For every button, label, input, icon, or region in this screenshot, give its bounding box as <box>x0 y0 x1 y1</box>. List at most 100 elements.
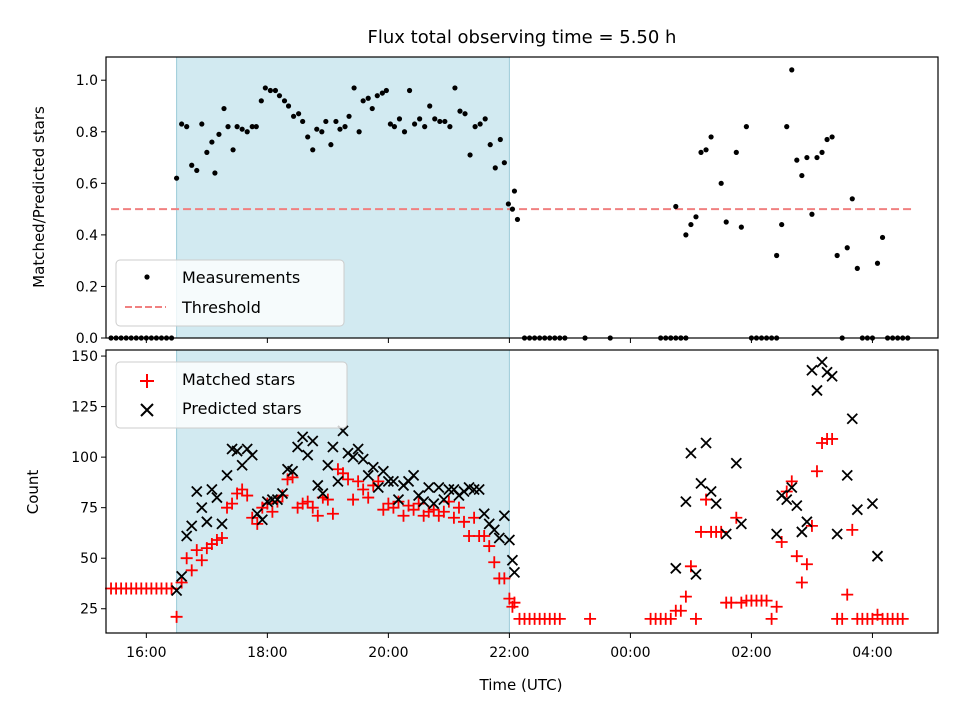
y-tick-label: 1.0 <box>76 73 98 89</box>
predicted-star-point <box>418 495 430 508</box>
measurements-legend-marker <box>144 274 150 280</box>
predicted-star-point <box>377 465 389 477</box>
matched-star-point <box>730 511 743 524</box>
matched-star-point <box>321 493 334 506</box>
measurement-point <box>319 129 325 135</box>
measurement-point <box>333 118 339 125</box>
matched-star-point <box>498 572 511 585</box>
measurement-point <box>511 188 518 194</box>
measurement-point <box>323 118 329 125</box>
matched-legend-label: Matched stars <box>182 370 295 389</box>
measurement-point <box>411 121 418 127</box>
measurement-point <box>253 124 259 130</box>
matched-star-point <box>347 493 360 506</box>
predicted-star-point <box>816 356 828 368</box>
measurement-point <box>799 172 805 179</box>
measurement-point <box>225 124 231 130</box>
predicted-star-point <box>322 459 334 471</box>
predicted-star-point <box>700 437 712 449</box>
predicted-star-point <box>387 475 400 488</box>
matched-star-point <box>301 495 314 508</box>
measurement-point <box>854 265 860 271</box>
matched-star-point <box>483 540 496 553</box>
predicted-star-point <box>846 413 858 425</box>
predicted-star-point <box>347 451 359 463</box>
y-tick-label: 100 <box>71 450 98 466</box>
y-tick-label: 25 <box>80 602 98 618</box>
matched-star-point <box>770 600 783 613</box>
measurement-point <box>417 116 423 122</box>
predicted-star-point <box>231 445 243 457</box>
predicted-star-point <box>327 441 339 453</box>
measurement-point <box>346 113 352 119</box>
predicted-star-point <box>680 495 692 508</box>
predicted-star-point <box>291 441 304 453</box>
measurement-point <box>194 167 200 174</box>
predicted-star-point <box>191 485 203 498</box>
predicted-star-point <box>297 431 309 443</box>
x-axis-label: Time (UTC) <box>479 676 563 694</box>
predicted-star-point <box>791 500 803 512</box>
measurements-legend-label: Measurements <box>182 268 300 287</box>
measurement-point <box>698 149 704 155</box>
measurement-point <box>708 134 714 140</box>
measurement-point <box>258 98 264 104</box>
matched-star-point <box>195 554 208 567</box>
measurement-point <box>204 149 210 155</box>
predicted-star-point <box>201 516 213 528</box>
matched-star-point <box>846 523 859 536</box>
matched-star-point <box>695 525 708 538</box>
measurement-point <box>693 214 699 220</box>
measurement-point <box>342 124 348 130</box>
measurement-point <box>281 98 288 104</box>
predicted-star-point <box>498 510 510 522</box>
x-tick-label: 02:00 <box>731 645 771 661</box>
measurement-point <box>184 124 190 130</box>
measurement-point <box>199 121 205 127</box>
y-tick-label: 75 <box>80 501 98 517</box>
measurement-point <box>809 211 815 217</box>
bottom-legend: Matched stars Predicted stars <box>115 361 348 429</box>
predicted-star-point <box>372 481 384 494</box>
matched-star-point <box>392 495 405 508</box>
predicted-star-point <box>796 526 808 538</box>
predicted-star-point <box>705 485 717 498</box>
measurement-point <box>383 87 389 94</box>
measurement-point <box>497 136 503 143</box>
measurement-point <box>442 118 448 125</box>
predicted-star-point <box>811 384 823 397</box>
matched-star-point <box>679 590 692 603</box>
predicted-star-point <box>438 493 450 506</box>
y-tick-label: 0.4 <box>76 228 98 244</box>
measurement-point <box>328 142 334 148</box>
predicted-star-point <box>786 481 798 494</box>
predicted-star-point <box>276 487 289 500</box>
measurement-point <box>267 87 273 94</box>
top-legend: Measurements Threshold <box>115 259 345 327</box>
matched-star-point <box>452 501 465 514</box>
matched-star-point <box>437 505 450 518</box>
matched-star-point <box>790 550 803 563</box>
predicted-star-point <box>216 518 228 530</box>
measurement-point <box>234 124 240 130</box>
matched-star-point <box>735 596 748 609</box>
top-y-axis-label: Matched/Predicted stars <box>30 106 48 288</box>
predicted-star-point <box>256 514 268 526</box>
predicted-star-point <box>357 453 369 465</box>
predicted-star-point <box>428 497 440 510</box>
measurement-point <box>718 180 724 186</box>
measurement-point <box>779 221 785 228</box>
matched-star-point <box>362 491 375 504</box>
x-tick-label: 20:00 <box>368 645 408 661</box>
y-tick-label: 150 <box>71 349 98 365</box>
predicted-star-point <box>503 534 516 546</box>
measurement-point <box>673 203 679 210</box>
predicted-star-point <box>302 449 314 461</box>
measurement-point <box>422 124 428 130</box>
measurement-point <box>683 232 689 238</box>
matched-star-point <box>725 596 738 609</box>
measurement-point <box>482 116 488 122</box>
matched-star-point <box>407 503 420 516</box>
measurement-point <box>432 116 438 122</box>
matched-star-point <box>210 534 223 547</box>
